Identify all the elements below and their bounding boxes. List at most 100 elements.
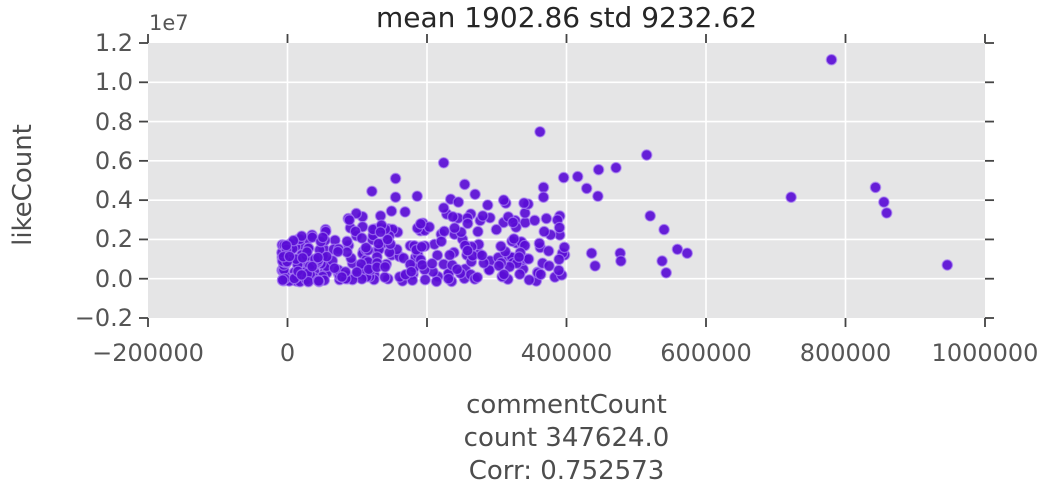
- scatter-point: [328, 262, 341, 275]
- scatter-point: [534, 125, 546, 138]
- scatter-point: [878, 196, 890, 208]
- y-tick-label: 0.0: [94, 264, 133, 293]
- scatter-point: [379, 261, 391, 273]
- scatter-point: [537, 191, 550, 204]
- scatter-point: [461, 217, 474, 230]
- scatter-point: [374, 226, 387, 238]
- scatter-point: [552, 264, 565, 277]
- scatter-point: [414, 217, 427, 230]
- scatter-point: [343, 214, 356, 226]
- scatter-point: [426, 257, 438, 270]
- scatter-point: [825, 53, 838, 66]
- scatter-point: [452, 196, 465, 208]
- scatter-point: [341, 235, 353, 248]
- scatter-point: [276, 274, 289, 286]
- x-tick-label: 200000: [381, 339, 473, 367]
- scatter-point: [592, 163, 605, 176]
- y-tick-label: 0.6: [94, 146, 133, 175]
- scatter-point: [592, 190, 604, 203]
- scatter-point: [534, 268, 547, 281]
- scatter-point: [360, 241, 372, 254]
- y-tick-label: 0.4: [94, 186, 133, 215]
- x-axis-corr-label: Corr: 0.752573: [468, 456, 665, 486]
- scatter-point: [542, 245, 555, 257]
- scatter-point: [941, 259, 954, 271]
- scatter-point: [538, 225, 551, 238]
- scatter-point: [378, 271, 391, 284]
- scatter-point: [472, 225, 484, 238]
- scatter-point: [523, 274, 536, 286]
- scatter-point: [451, 263, 463, 276]
- scatter-point: [880, 207, 893, 219]
- scatter-point: [869, 181, 882, 194]
- scatter-point: [415, 240, 428, 253]
- chart-title: mean 1902.86 std 9232.62: [375, 1, 758, 34]
- scatter-point: [528, 214, 541, 227]
- scatter-point: [585, 247, 598, 260]
- scatter-point: [533, 237, 546, 250]
- scatter-point: [438, 225, 451, 238]
- scatter-point: [437, 156, 450, 169]
- scatter-point: [610, 161, 622, 174]
- scatter-point: [356, 232, 368, 244]
- scatter-point: [435, 235, 448, 248]
- scatter-point: [332, 245, 344, 258]
- scatter-point: [389, 191, 402, 204]
- scatter-point: [543, 260, 555, 272]
- scatter-point: [442, 272, 455, 285]
- scatter-point: [640, 149, 653, 161]
- scatter-point: [785, 191, 797, 204]
- scatter-point: [389, 172, 402, 185]
- scatter-point: [508, 233, 520, 245]
- scatter-point: [411, 190, 424, 203]
- scatter-point: [431, 249, 444, 262]
- scatter-point: [405, 265, 418, 278]
- y-tick-label: 0.2: [94, 225, 133, 254]
- x-axis-count-label: count 347624.0: [463, 423, 670, 453]
- scatter-point: [481, 199, 494, 211]
- y-tick-label: 0.8: [94, 107, 133, 136]
- scatter-point: [571, 170, 584, 183]
- y-tick-label: 1.0: [94, 68, 133, 97]
- x-tick-label: 800000: [799, 339, 892, 367]
- scatter-point: [283, 250, 296, 263]
- scatter-point: [518, 197, 530, 209]
- scatter-point: [513, 268, 526, 281]
- scatter-point: [416, 259, 429, 271]
- x-tick-label: −200000: [92, 339, 204, 367]
- scatter-point: [656, 255, 668, 267]
- scatter-point: [446, 210, 459, 223]
- y-axis-offset-label: 1e7: [149, 11, 189, 35]
- scatter-point: [476, 249, 488, 262]
- scatter-point: [317, 231, 329, 244]
- scatter-point: [312, 275, 325, 287]
- scatter-point: [366, 185, 378, 198]
- scatter-point: [295, 269, 308, 281]
- scatter-point: [589, 260, 601, 272]
- x-axis-label: commentCount: [466, 390, 667, 420]
- scatter-point: [671, 243, 684, 256]
- scatter-point: [495, 240, 507, 253]
- x-tick-label: 600000: [660, 339, 752, 367]
- scatter-point: [553, 253, 565, 266]
- scatter-point: [537, 181, 550, 194]
- scatter-point: [580, 182, 593, 195]
- scatter-point: [419, 273, 432, 286]
- scatter-point: [471, 271, 484, 284]
- scatter-point: [430, 275, 443, 288]
- x-tick-label: 1000000: [931, 339, 1039, 367]
- scatter-point: [448, 222, 461, 234]
- scatter-point: [458, 178, 471, 191]
- scatter-point: [312, 251, 324, 264]
- scatter-point: [476, 210, 489, 222]
- scatter-point: [351, 266, 363, 278]
- scatter-point: [437, 202, 450, 214]
- scatter-point: [385, 205, 398, 217]
- scatter-point: [660, 266, 673, 279]
- scatter-point: [306, 260, 319, 273]
- scatter-point: [553, 221, 566, 234]
- scatter-point: [280, 239, 293, 252]
- scatter-point: [497, 194, 510, 206]
- scatter-point: [336, 271, 348, 283]
